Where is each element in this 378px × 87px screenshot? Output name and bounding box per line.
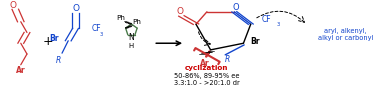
Text: +: + bbox=[43, 35, 53, 48]
Text: O: O bbox=[9, 1, 17, 11]
Text: 3: 3 bbox=[277, 22, 280, 27]
Text: 50-86%, 89-95% ee: 50-86%, 89-95% ee bbox=[174, 73, 240, 79]
Text: O: O bbox=[177, 7, 183, 16]
Text: 3: 3 bbox=[100, 32, 103, 37]
Text: aryl, alkenyl,
alkyl or carbonyl: aryl, alkenyl, alkyl or carbonyl bbox=[318, 28, 373, 41]
Text: cyclization: cyclization bbox=[185, 65, 229, 71]
Text: R: R bbox=[56, 56, 61, 65]
Text: Ph: Ph bbox=[116, 15, 125, 21]
Text: O: O bbox=[232, 3, 239, 12]
Text: 3.3:1.0 - >20:1.0 dr: 3.3:1.0 - >20:1.0 dr bbox=[174, 80, 240, 86]
Text: Br: Br bbox=[250, 37, 260, 46]
Text: Ar: Ar bbox=[16, 66, 26, 75]
Text: CF: CF bbox=[91, 24, 101, 33]
Text: Br: Br bbox=[50, 34, 59, 43]
Text: Ar: Ar bbox=[200, 59, 210, 68]
Text: N: N bbox=[129, 33, 134, 42]
Text: CF: CF bbox=[262, 15, 271, 24]
Text: H: H bbox=[129, 43, 134, 49]
Text: Ph: Ph bbox=[132, 19, 141, 25]
Text: O: O bbox=[72, 4, 79, 13]
Text: R: R bbox=[225, 55, 230, 64]
